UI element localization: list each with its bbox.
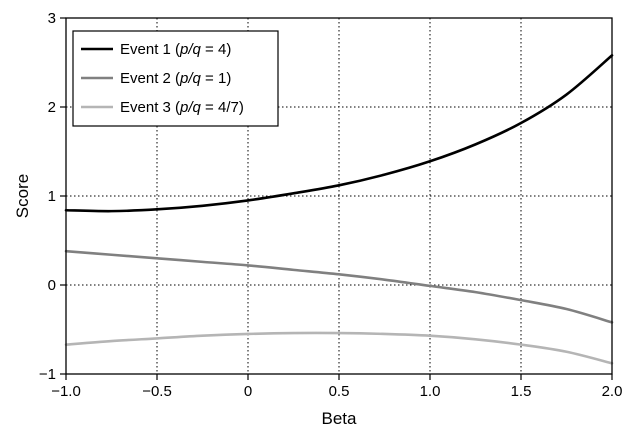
legend-label: Event 1 (p/q = 4) — [120, 41, 231, 58]
legend: Event 1 (p/q = 4) Event 2 (p/q = 1) Event … — [72, 30, 279, 127]
grid — [66, 18, 612, 374]
legend-label: Event 3 (p/q = 4/7) — [120, 99, 244, 116]
x-tick-labels: −1.0 −0.5 0 0.5 1.0 1.5 2.0 — [51, 383, 622, 400]
y-axis-title: Score — [13, 174, 32, 218]
y-tick-label: 0 — [48, 277, 56, 294]
x-tick-label: 2.0 — [602, 383, 623, 400]
legend-label: Event 2 (p/q = 1) — [120, 70, 231, 87]
series-group — [64, 54, 614, 365]
series-line-event-2 — [64, 249, 614, 324]
x-tick-label: −0.5 — [142, 383, 172, 400]
x-axis-title: Beta — [322, 409, 358, 428]
x-tick-label: 1.0 — [420, 383, 441, 400]
y-tick-labels: −1 0 1 2 3 — [39, 10, 56, 383]
series-line-event-3 — [64, 331, 614, 365]
x-tick-label: 0 — [244, 383, 252, 400]
y-tick-label: 2 — [48, 99, 56, 116]
y-tick-label: 3 — [48, 10, 56, 27]
axis-ticks — [60, 17, 613, 380]
x-tick-label: 0.5 — [329, 383, 350, 400]
y-tick-label: −1 — [39, 366, 56, 383]
x-tick-label: −1.0 — [51, 383, 81, 400]
x-tick-label: 1.5 — [511, 383, 532, 400]
series-line-event-1 — [64, 54, 614, 213]
y-tick-label: 1 — [48, 188, 56, 205]
